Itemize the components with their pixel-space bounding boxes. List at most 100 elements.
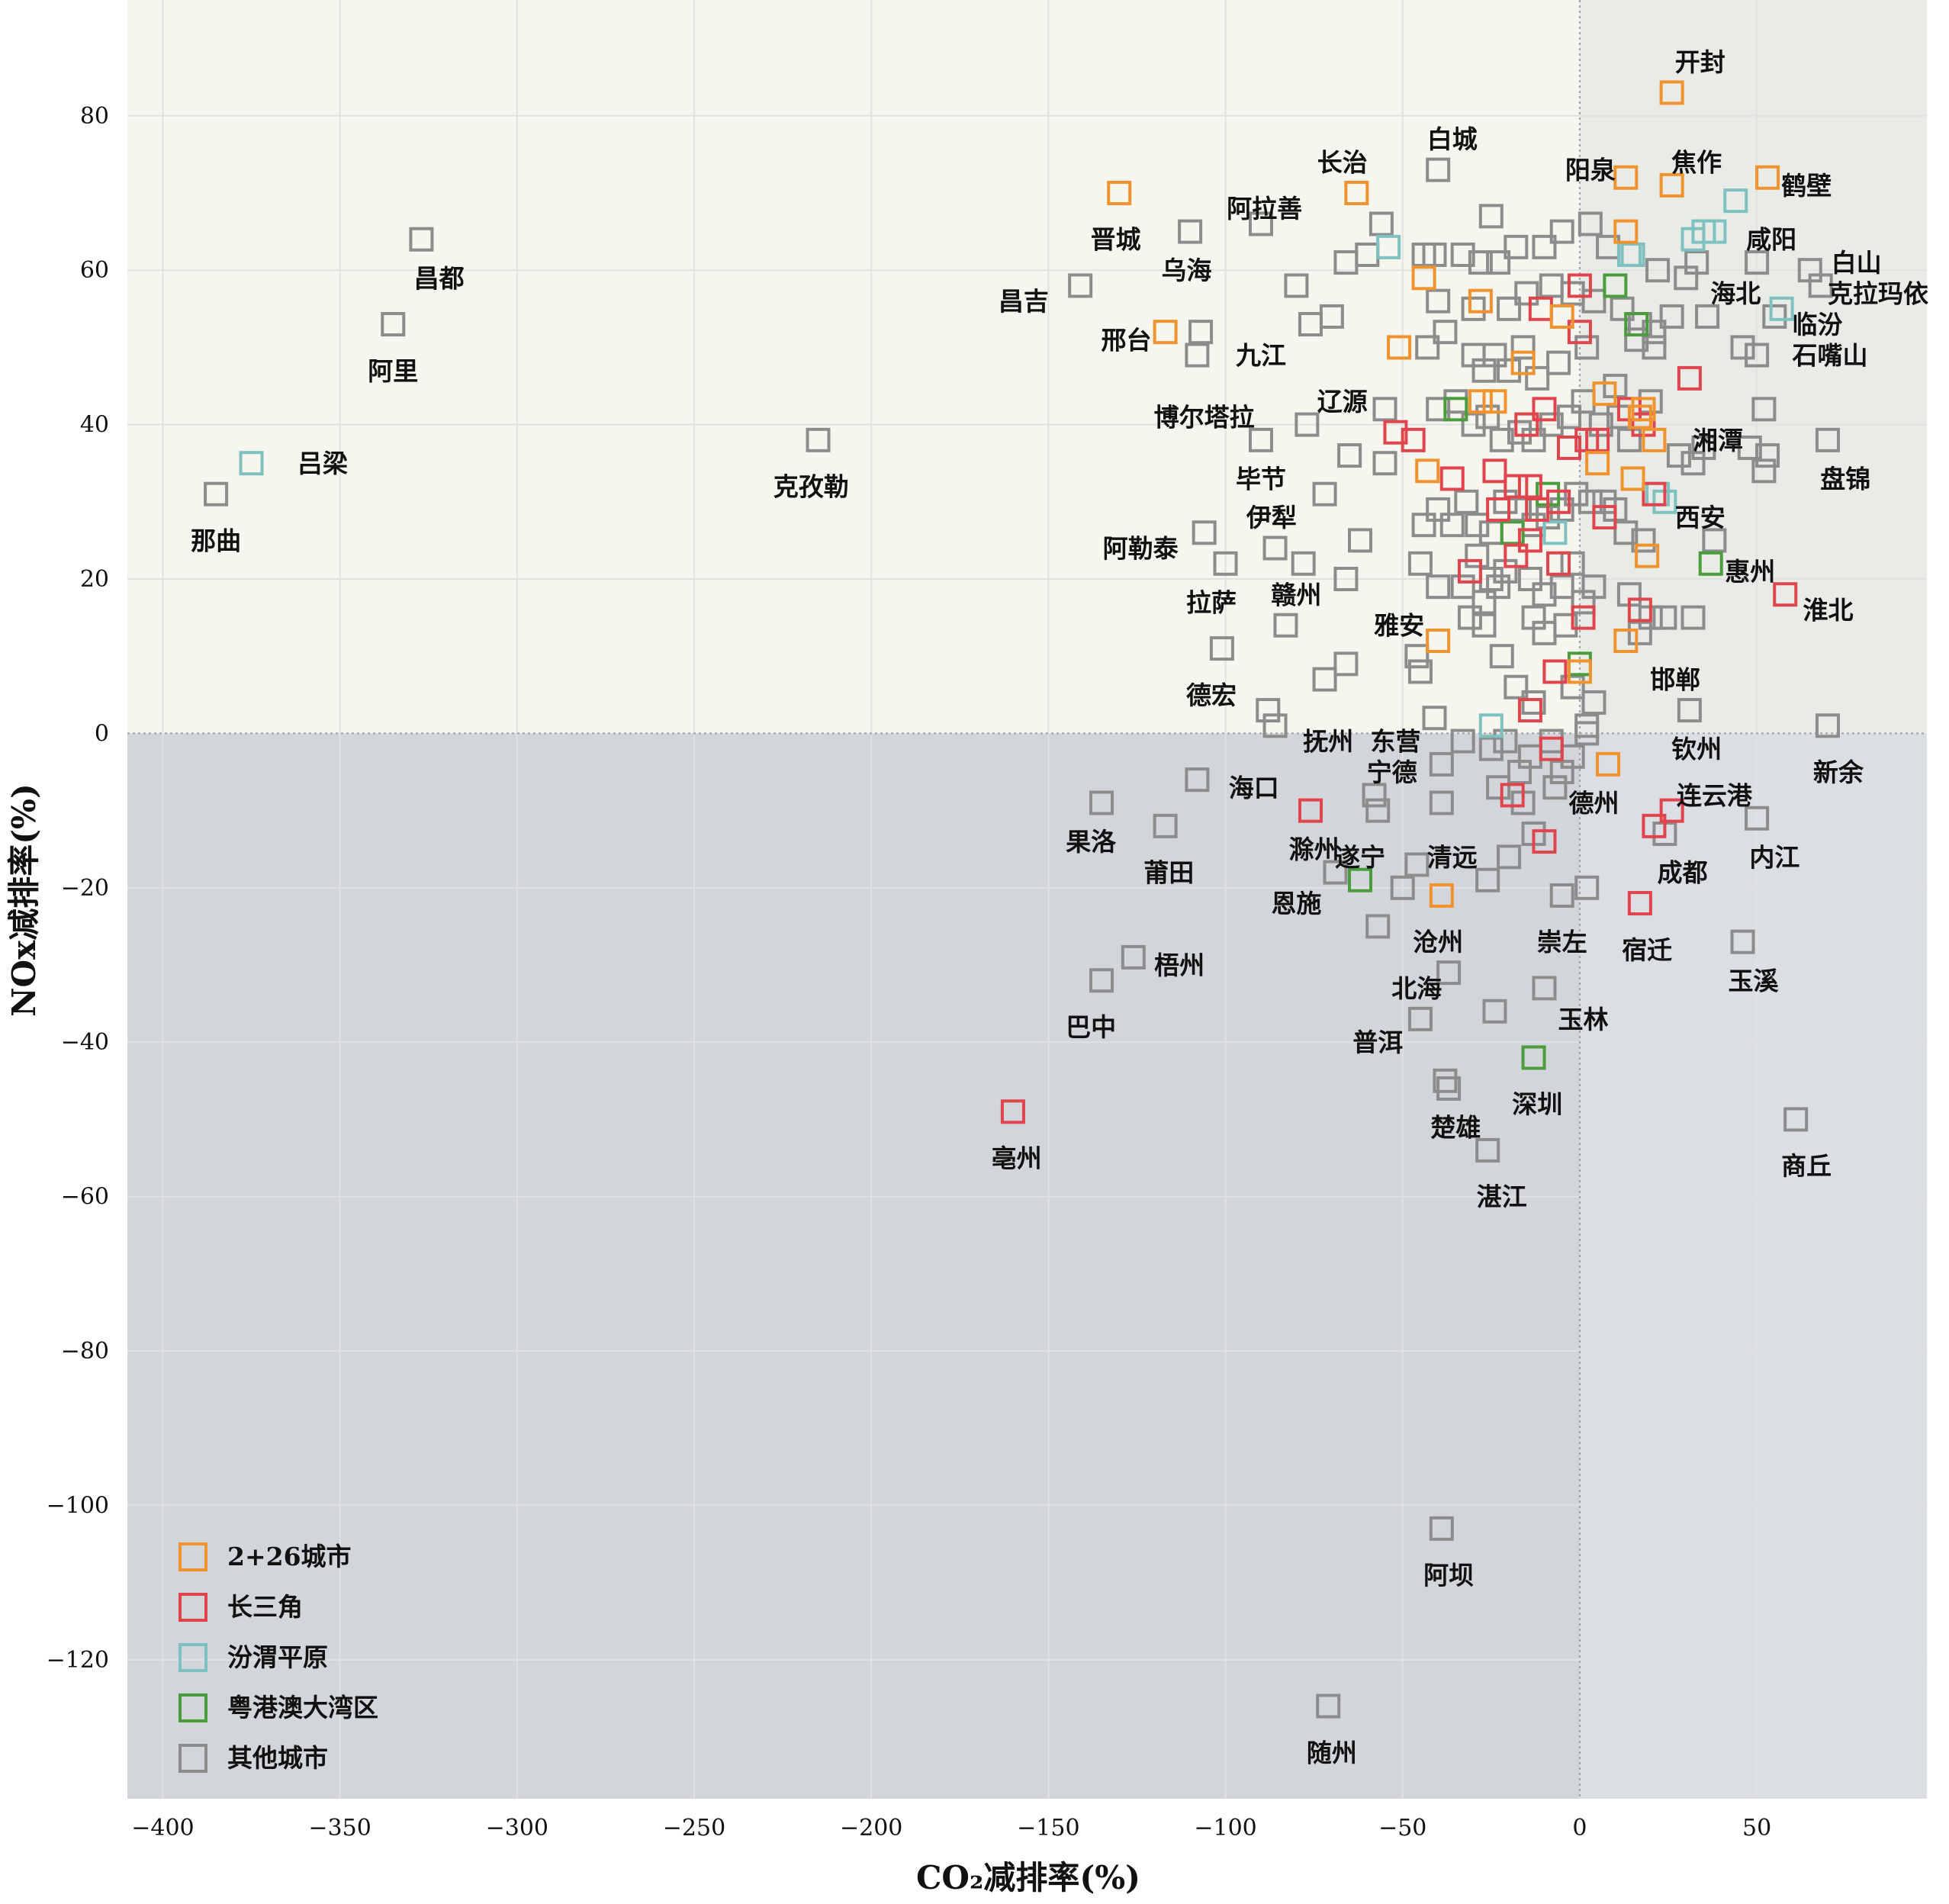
data-point (1581, 288, 1606, 314)
quadrant-top-left (127, 0, 1580, 734)
data-point (204, 481, 229, 507)
data-point (1426, 497, 1451, 522)
y-tick-label: 60 (80, 257, 109, 284)
data-point (1556, 404, 1581, 429)
city-label: 克拉玛依 (1828, 279, 1928, 309)
data-point (1567, 659, 1592, 684)
data-point (1365, 914, 1391, 939)
data-point (1585, 451, 1610, 476)
data-point (1521, 690, 1546, 715)
x-tick-label: −250 (663, 1815, 725, 1841)
city-label: 鹤壁 (1781, 171, 1832, 201)
data-point (1517, 567, 1542, 592)
data-point (1642, 427, 1667, 452)
data-point (1429, 1516, 1454, 1541)
data-point (1620, 466, 1645, 491)
data-point (1808, 273, 1833, 298)
data-point (1333, 651, 1359, 677)
data-point (1578, 489, 1603, 514)
data-point (1642, 481, 1667, 507)
data-point (1262, 536, 1288, 561)
data-point (1525, 497, 1550, 522)
data-point (1000, 1099, 1025, 1124)
data-point (1478, 713, 1504, 738)
data-point (1642, 335, 1667, 360)
data-point (1068, 273, 1093, 298)
data-point (1769, 296, 1794, 321)
data-point (1422, 706, 1447, 731)
quadrant-bottom-right (1579, 733, 1927, 1799)
city-label: 开封 (1675, 47, 1725, 77)
city-label: 咸阳 (1746, 225, 1796, 255)
data-point (1298, 312, 1323, 337)
data-point (1089, 968, 1114, 993)
data-point (1192, 520, 1217, 545)
city-label: 连云港 (1677, 780, 1753, 810)
data-point (1323, 860, 1348, 885)
x-tick-label: 50 (1742, 1815, 1771, 1841)
data-point (1153, 320, 1178, 345)
data-point (1185, 767, 1210, 793)
city-label: 焦作 (1671, 148, 1722, 178)
city-label: 湛江 (1477, 1182, 1527, 1212)
data-point (1532, 976, 1557, 1001)
data-point (1475, 404, 1500, 429)
data-point (1475, 867, 1500, 892)
data-point (1262, 713, 1288, 738)
city-label: 新余 (1813, 757, 1864, 787)
data-point (1486, 574, 1511, 600)
city-label: 恩施 (1271, 889, 1321, 918)
data-point (1514, 412, 1539, 437)
y-axis-ticks: −120 −100 −80 −60 −40 −20 0 20 40 60 80 (47, 103, 109, 1674)
data-point (1387, 335, 1412, 360)
data-point (1433, 320, 1458, 345)
data-point (1627, 404, 1652, 429)
city-label: 阿勒泰 (1103, 534, 1179, 564)
data-point (1426, 288, 1451, 314)
x-tick-label: −150 (1017, 1815, 1079, 1841)
data-point (1468, 389, 1493, 414)
data-point (1461, 412, 1486, 437)
x-tick-label: 0 (1572, 1815, 1587, 1841)
city-label: 德州 (1568, 788, 1619, 818)
data-point (1486, 497, 1511, 522)
data-point (1521, 427, 1546, 452)
data-point (1426, 397, 1451, 422)
data-point (1507, 760, 1532, 785)
data-point (1585, 427, 1610, 452)
data-point (1407, 551, 1433, 576)
data-point (1745, 343, 1770, 368)
city-label: 昌都 (414, 263, 465, 293)
legend-marker (178, 1744, 207, 1773)
gridlines (127, 0, 1927, 1799)
data-point (1539, 412, 1564, 437)
legend-marker (178, 1643, 207, 1672)
city-label: 成都 (1658, 858, 1708, 888)
data-point (1482, 389, 1507, 414)
data-point (1677, 365, 1702, 391)
legend-label: 其他城市 (227, 1743, 328, 1773)
data-point (1751, 397, 1777, 422)
data-point (1514, 281, 1539, 306)
y-tick-label: −40 (61, 1029, 109, 1056)
y-axis-title: NOx减排率(%) (5, 783, 43, 1017)
data-point (1475, 1137, 1500, 1163)
data-point (1497, 296, 1522, 321)
legend-marker (178, 1693, 207, 1722)
city-label: 德宏 (1186, 680, 1237, 710)
data-point (239, 451, 264, 476)
y-tick-label: −80 (61, 1338, 109, 1365)
data-point (1627, 620, 1652, 645)
data-point (1631, 528, 1656, 553)
data-point (1471, 590, 1497, 615)
data-point (1486, 250, 1511, 275)
data-point (1348, 867, 1373, 892)
city-label: 赣州 (1271, 580, 1321, 609)
city-label: 博尔塔拉 (1154, 402, 1255, 432)
data-point (1504, 543, 1529, 568)
data-point (1362, 783, 1387, 808)
data-point (1383, 420, 1408, 445)
data-point (1482, 999, 1507, 1024)
data-point (1482, 458, 1507, 484)
data-point (1426, 628, 1451, 653)
